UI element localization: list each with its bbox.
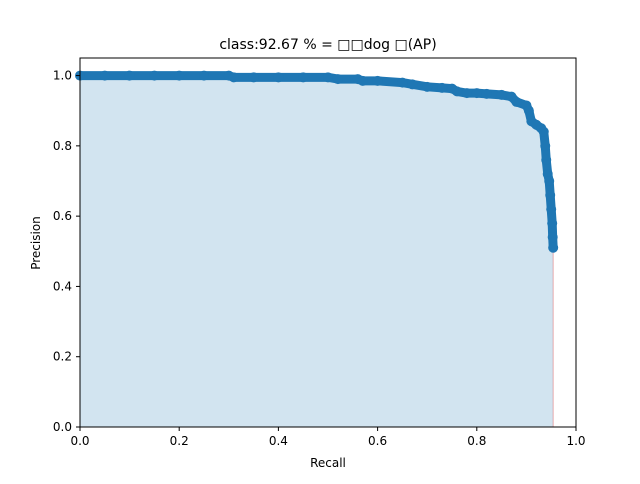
pr-curve-point [523, 105, 534, 116]
pr-curve-point [481, 88, 492, 99]
y-tick-label: 1.0 [53, 69, 72, 83]
pr-area-fill [80, 75, 554, 428]
y-tick-label: 0.6 [53, 209, 72, 223]
pr-curve-point [547, 232, 558, 243]
x-tick-label: 0.4 [269, 434, 288, 448]
x-tick-label: 0.2 [170, 434, 189, 448]
pr-curve-point [547, 218, 558, 229]
plot-area [75, 70, 559, 428]
pr-curve-point [451, 86, 462, 97]
pr-curve-point [298, 72, 309, 83]
pr-curve-point [461, 88, 472, 99]
x-tick-label: 0.0 [70, 434, 89, 448]
y-tick-label: 0.4 [53, 279, 72, 293]
plot-frame [79, 57, 577, 428]
pr-curve-point [228, 72, 239, 83]
pr-curve-point [422, 81, 433, 92]
x-axis-ticks: 0.0 0.2 0.4 0.6 0.8 1.0 [70, 427, 586, 448]
pr-curve-point [323, 72, 333, 83]
pr-curve-point [124, 70, 135, 81]
y-tick-label: 0.0 [53, 420, 72, 434]
chart-title: class:92.67 % = □□dog □(AP) [219, 37, 436, 53]
x-tick-label: 0.8 [467, 434, 486, 448]
pr-curve-point [174, 70, 185, 81]
pr-curve-point [546, 204, 557, 215]
x-tick-label: 1.0 [566, 434, 585, 448]
x-axis-label: Recall [310, 456, 346, 470]
y-axis-label: Precision [29, 216, 43, 270]
pr-curve-point [471, 88, 482, 99]
pr-curve-point [540, 140, 551, 151]
pr-curve-point [372, 75, 383, 86]
pr-curve-point [496, 89, 507, 100]
y-tick-label: 0.2 [53, 350, 72, 364]
pr-curve-point [199, 70, 209, 81]
pr-curve-point [548, 242, 559, 253]
pr-curve-point [332, 74, 343, 85]
x-tick-label: 0.6 [368, 434, 387, 448]
pr-curve-point [397, 77, 408, 88]
pr-curve-point [149, 70, 160, 81]
y-tick-label: 0.8 [53, 139, 72, 153]
pr-curve-point [541, 154, 552, 165]
pr-curve-point [544, 176, 555, 186]
pr-curve-point [273, 72, 284, 83]
pr-curve-point [538, 126, 549, 137]
pr-curve-point [99, 70, 110, 81]
y-axis-ticks: 0.0 0.2 0.4 0.6 0.8 1.0 [53, 69, 80, 434]
pr-curve-point [511, 96, 522, 107]
pr-curve-point [545, 190, 556, 201]
pr-curve-point [357, 75, 368, 86]
pr-curve-point [248, 72, 259, 83]
pr-curve-point [437, 82, 448, 93]
pr-curve-point [407, 79, 418, 90]
